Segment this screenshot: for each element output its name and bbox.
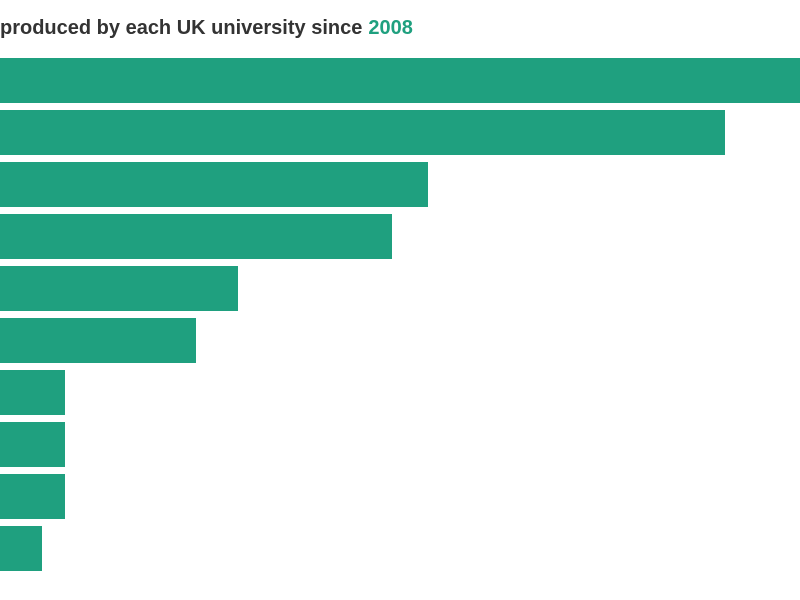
bar — [0, 58, 800, 103]
title-highlight: 2008 — [368, 17, 413, 39]
chart-title: produced by each UK university since 2008 — [0, 17, 413, 39]
bar — [0, 110, 725, 155]
bar — [0, 526, 42, 571]
bar — [0, 266, 238, 311]
bar — [0, 162, 428, 207]
title-main: produced by each UK university since — [0, 17, 362, 39]
bar — [0, 318, 196, 363]
bar — [0, 214, 392, 259]
bar — [0, 370, 65, 415]
bar — [0, 474, 65, 519]
bar — [0, 422, 65, 467]
